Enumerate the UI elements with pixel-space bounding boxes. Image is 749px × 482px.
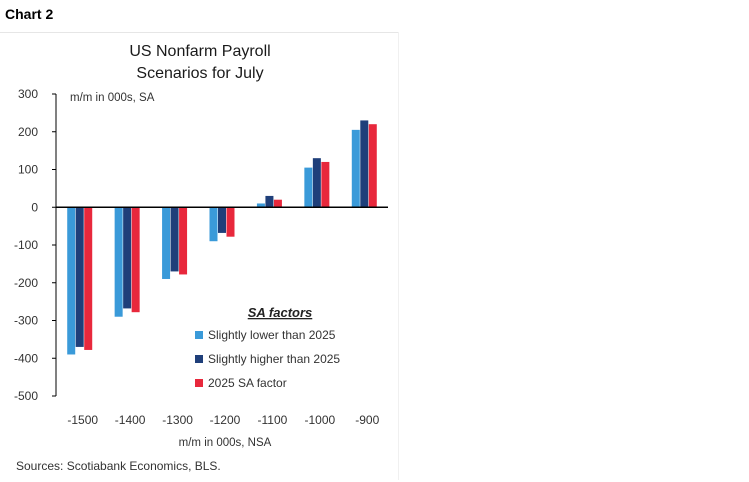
x-axis-ticks: -1500 -1400 -1300 -1200 -1100 -1000 -900	[67, 413, 379, 427]
bar	[368, 124, 377, 208]
legend-title: SA factors	[248, 305, 313, 320]
bar	[75, 207, 84, 347]
bar	[170, 207, 179, 272]
y-tick-label: -200	[14, 276, 38, 290]
bar	[256, 203, 265, 208]
legend-label: Slightly higher than 2025	[208, 352, 340, 366]
bar-series	[67, 120, 377, 355]
bar	[265, 195, 274, 208]
y-axis-ticks: 300 200 100 0 -100 -200 -300 -400 -500	[14, 87, 56, 403]
x-tick-label: -1000	[305, 413, 336, 427]
bar	[114, 207, 123, 317]
bar	[312, 158, 321, 208]
legend-swatch	[195, 331, 203, 339]
x-tick-label: -1500	[67, 413, 98, 427]
legend: SA factors Slightly lower than 2025 Sligh…	[195, 305, 340, 390]
y-tick-label: 0	[31, 200, 38, 214]
legend-label: Slightly lower than 2025	[208, 328, 336, 342]
bar	[179, 207, 188, 275]
y-tick-label: -500	[14, 389, 38, 403]
x-tick-label: -1100	[258, 413, 288, 427]
legend-swatch	[195, 355, 203, 363]
y-tick-label: -300	[14, 314, 38, 328]
bar	[131, 207, 140, 313]
chart-title-line-2: Scenarios for July	[136, 65, 264, 82]
bar	[67, 207, 76, 355]
x-tick-label: -1300	[162, 413, 193, 427]
x-tick-label: -900	[355, 413, 379, 427]
y-tick-label: 300	[18, 87, 38, 101]
x-tick-label: -1400	[115, 413, 146, 427]
bar	[273, 199, 282, 208]
bar	[218, 207, 226, 233]
x-tick-label: -1200	[210, 413, 241, 427]
legend-label: 2025 SA factor	[208, 376, 287, 390]
source-note: Sources: Scotiabank Economics, BLS.	[16, 459, 221, 473]
y-tick-label: -400	[14, 351, 38, 365]
y-tick-label: 200	[18, 125, 38, 139]
y-tick-label: 100	[18, 163, 38, 177]
bar	[360, 120, 369, 208]
legend-swatch	[195, 379, 203, 387]
x-axis-label: m/m in 000s, NSA	[179, 437, 272, 449]
y-tick-label: -100	[14, 238, 38, 252]
bar	[321, 161, 330, 208]
bar	[209, 207, 218, 242]
bar	[351, 129, 360, 208]
y-axis-label: m/m in 000s, SA	[70, 92, 155, 104]
panel-right-edge	[398, 32, 399, 480]
bar	[84, 207, 93, 350]
bar	[123, 207, 132, 309]
bar	[304, 167, 313, 208]
bar	[226, 207, 235, 237]
bar	[162, 207, 171, 279]
chart-label: Chart 2	[5, 6, 54, 22]
panel-top-rule	[0, 32, 399, 33]
chart-title-line-1: US Nonfarm Payroll	[129, 43, 271, 60]
